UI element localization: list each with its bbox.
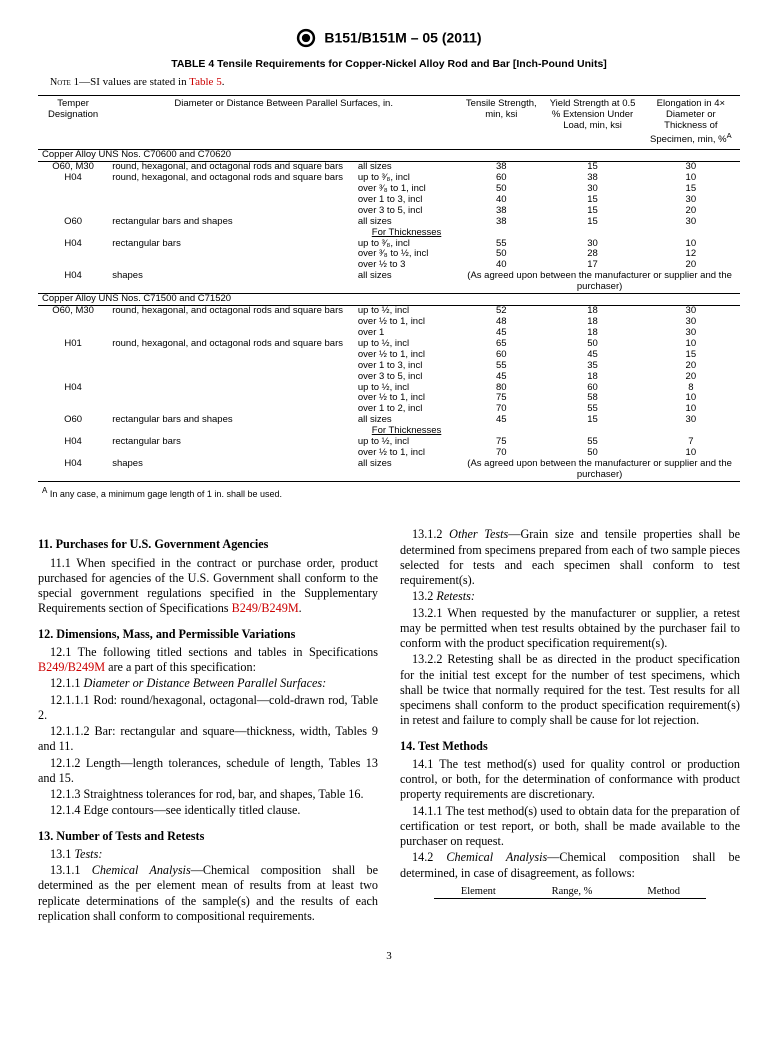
doc-header: B151/B151M – 05 (2011) [38, 28, 740, 48]
agreed-upon-row: H04shapesall sizes(As agreed upon betwee… [38, 459, 740, 481]
p11-1a: 11.1 When specified in the contract or p… [38, 556, 378, 616]
table-note: Note 1—SI values are stated in Table 5. [50, 76, 740, 89]
p12-1-2: 12.1.2 Length—length tolerances, schedul… [38, 756, 378, 787]
p14-2: 14.2 Chemical Analysis—Chemical composit… [400, 850, 740, 881]
note-link[interactable]: Table 5 [189, 76, 222, 88]
page-number: 3 [38, 950, 740, 963]
table-row: over 1 to 3, incl553520 [38, 361, 740, 372]
col-diameter: Diameter or Distance Between Parallel Su… [108, 96, 459, 150]
section-header-row: Copper Alloy UNS Nos. C71500 and C71520 [38, 294, 740, 306]
p12-1-3: 12.1.3 Straightness tolerances for rod, … [38, 787, 378, 802]
table-row: over 3 to 5, incl451820 [38, 372, 740, 383]
for-thicknesses-row: For Thicknesses [38, 228, 740, 239]
p13-1-it: Tests: [74, 847, 102, 861]
mini-h1: Element [434, 885, 523, 899]
p12-1: 12.1 The following titled sections and t… [38, 645, 378, 676]
p12-1-1-num: 12.1.1 [50, 676, 84, 690]
p14-1-1: 14.1.1 The test method(s) used to obtain… [400, 804, 740, 850]
designation: B151/B151M – 05 (2011) [324, 30, 481, 46]
astm-logo-icon [296, 28, 316, 48]
sec12-head: 12. Dimensions, Mass, and Permissible Va… [38, 627, 378, 642]
p11-1: 11.1 When specified in the contract or p… [38, 556, 378, 617]
p13-1-2-num: 13.1.2 [412, 527, 449, 541]
p12-1-1-2: 12.1.1.2 Bar: rectangular and square—thi… [38, 724, 378, 755]
tensile-requirements-table: Temper Designation Diameter or Distance … [38, 95, 740, 481]
agreed-upon-row: H04shapesall sizes(As agreed upon betwee… [38, 271, 740, 293]
p13-2-1: 13.2.1 When requested by the manufacture… [400, 606, 740, 652]
p14-1: 14.1 The test method(s) used for quality… [400, 757, 740, 803]
footnote-text: In any case, a minimum gage length of 1 … [47, 489, 282, 499]
p11-1b: . [299, 601, 302, 615]
p12-1-4: 12.1.4 Edge contours—see identically tit… [38, 803, 378, 818]
note-text: —SI values are stated in [79, 76, 189, 88]
link-b249-2[interactable]: B249/B249M [38, 660, 105, 674]
p14-2-num: 14.2 [412, 850, 446, 864]
p13-1-1: 13.1.1 Chemical Analysis—Chemical compos… [38, 863, 378, 924]
p13-1-1-num: 13.1.1 [50, 863, 92, 877]
mini-h3: Method [621, 885, 706, 899]
p13-1: 13.1 Tests: [38, 847, 378, 862]
col-elong-text: Elongation in 4× Diameter or Thickness o… [650, 98, 727, 145]
note-end: . [222, 76, 225, 88]
sec11-head: 11. Purchases for U.S. Government Agenci… [38, 537, 378, 552]
p13-1-num: 13.1 [50, 847, 74, 861]
sec14-head: 14. Test Methods [400, 739, 740, 754]
p12-1-1: 12.1.1 Diameter or Distance Between Para… [38, 676, 378, 691]
p12-1b: are a part of this specification: [105, 660, 256, 674]
col-temper: Temper Designation [38, 96, 108, 150]
table-footnote: A In any case, a minimum gage length of … [42, 486, 740, 500]
p13-2-it: Retests: [436, 589, 475, 603]
p12-1a: 12.1 The following titled sections and t… [50, 645, 378, 659]
section-header-row: Copper Alloy UNS Nos. C70600 and C70620 [38, 150, 740, 162]
col-elong-sup: A [727, 131, 732, 140]
table-row: over ½ to 1, incl481830 [38, 317, 740, 328]
p12-1-1-it: Diameter or Distance Between Parallel Su… [84, 676, 327, 690]
p13-1-1-it: Chemical Analysis [92, 863, 191, 877]
table-title: TABLE 4 Tensile Requirements for Copper-… [38, 58, 740, 70]
mini-h2: Range, % [523, 885, 622, 899]
body-columns: 11. Purchases for U.S. Government Agenci… [38, 527, 740, 924]
col-tensile: Tensile Strength, min, ksi [459, 96, 543, 150]
p13-1-2: 13.1.2 Other Tests—Grain size and tensil… [400, 527, 740, 588]
p14-2-it: Chemical Analysis [446, 850, 547, 864]
mini-table: Element Range, % Method [434, 885, 706, 899]
table-body: Copper Alloy UNS Nos. C70600 and C70620O… [38, 150, 740, 481]
p13-2-num: 13.2 [412, 589, 436, 603]
sec13-head: 13. Number of Tests and Retests [38, 829, 378, 844]
col-elong: Elongation in 4× Diameter or Thickness o… [642, 96, 740, 150]
p12-1-1-1: 12.1.1.1 Rod: round/hexagonal, octagonal… [38, 693, 378, 724]
note-label: Note [50, 77, 71, 88]
p13-2-2: 13.2.2 Retesting shall be as directed in… [400, 652, 740, 728]
link-b249-1[interactable]: B249/B249M [232, 601, 299, 615]
col-yield: Yield Strength at 0.5 % Extension Under … [543, 96, 641, 150]
p13-1-2-it: Other Tests [449, 527, 508, 541]
p13-2: 13.2 Retests: [400, 589, 740, 604]
